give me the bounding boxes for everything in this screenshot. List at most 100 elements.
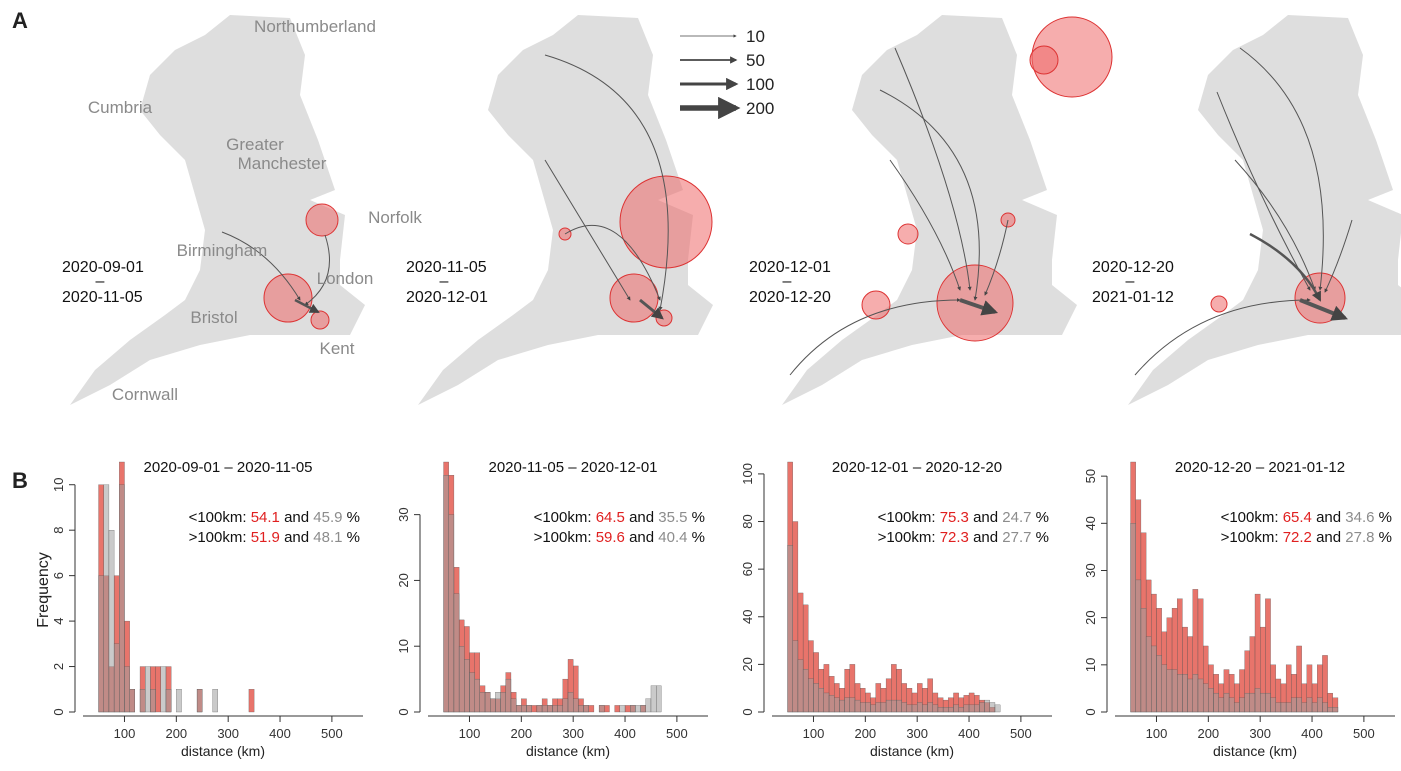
period-separator: – (96, 273, 105, 290)
period-end: 2021-01-12 (1092, 289, 1174, 306)
arrow (544, 54, 669, 311)
period-separator: – (440, 273, 449, 290)
x-tick-label: 500 (321, 726, 343, 741)
bar (1228, 697, 1235, 713)
bar (1140, 608, 1147, 713)
bar (1301, 702, 1308, 713)
legend-label: 100 (746, 75, 774, 94)
bar (490, 698, 496, 713)
bar (802, 668, 809, 713)
bar (1239, 697, 1245, 713)
x-tick-label: 400 (958, 726, 980, 741)
bar (604, 705, 610, 713)
bar (1327, 707, 1333, 713)
bar (808, 678, 814, 713)
bar (139, 689, 146, 713)
bar (1161, 664, 1168, 713)
annotation-joiner: and (284, 529, 309, 546)
chart-title: 2020-11-05 – 2020-12-01 (488, 459, 657, 476)
bar (624, 705, 631, 713)
bar (619, 705, 626, 713)
x-tick-label: 300 (217, 726, 239, 741)
x-axis-title: distance (km) (1213, 743, 1297, 759)
arrow (564, 224, 661, 301)
bar (145, 666, 151, 713)
y-tick-label: 0 (740, 708, 755, 715)
annotation: <100km: 54.1 and 45.9 % (189, 509, 360, 526)
annotation-joiner: and (973, 529, 998, 546)
period-end: 2020-12-20 (749, 289, 831, 306)
bar (98, 575, 104, 713)
annotation-a: 72.3 (940, 529, 969, 546)
bar (865, 702, 871, 713)
bar (1332, 707, 1339, 713)
arrow (1239, 47, 1324, 291)
region-label: London (317, 269, 374, 288)
bar (505, 678, 512, 713)
y-tick-label: 0 (1083, 708, 1098, 715)
annotation-suffix: % (1379, 529, 1392, 546)
annotation-suffix: % (1379, 509, 1392, 526)
y-tick-label: 10 (51, 477, 66, 491)
arrow (1134, 298, 1311, 376)
bar (1182, 674, 1188, 713)
chart-title: 2020-12-20 – 2021-01-12 (1175, 459, 1345, 476)
bar (1177, 674, 1183, 713)
bar (792, 640, 799, 713)
bar (787, 545, 793, 713)
bar (614, 705, 621, 713)
bar (124, 666, 130, 713)
annotation-joiner: and (629, 529, 654, 546)
region-label: Cumbria (88, 98, 153, 117)
period-separator: – (783, 273, 792, 290)
x-tick-label: 200 (1197, 726, 1219, 741)
histogram: 2020-12-01 – 2020-12-20 0 20 40 60 80 100 100 20… (740, 459, 1052, 759)
y-tick-label: 20 (1083, 610, 1098, 624)
y-tick-label: 2 (51, 663, 66, 670)
y-tick-label: 30 (396, 507, 411, 521)
panel-label: A (12, 8, 28, 33)
bar (1317, 697, 1323, 713)
bar (844, 697, 850, 713)
region-label: Norfolk (368, 208, 422, 227)
annotation-b: 45.9 (313, 509, 342, 526)
annotation-suffix: % (692, 509, 705, 526)
bar (917, 702, 923, 713)
y-tick-label: 20 (396, 573, 411, 587)
bar (1130, 523, 1136, 713)
bar (937, 707, 944, 713)
period-end: 2020-11-05 (62, 289, 143, 306)
annotation-prefix: >100km: (878, 529, 936, 546)
x-tick-label: 300 (562, 726, 584, 741)
period-start: 2020-09-01 (62, 259, 144, 276)
x-tick-label: 200 (165, 726, 187, 741)
bar (160, 666, 167, 713)
x-tick-label: 500 (1010, 726, 1032, 741)
annotation-a: 65.4 (1283, 509, 1312, 526)
arrow (889, 159, 961, 291)
annotation-prefix: <100km: (189, 509, 247, 526)
region-label: Birmingham (177, 241, 268, 260)
bar (1151, 645, 1157, 713)
x-tick-label: 400 (1301, 726, 1323, 741)
x-tick-label: 100 (1146, 726, 1168, 741)
bar (1322, 702, 1328, 713)
annotation-joiner: and (629, 509, 654, 526)
bar (906, 704, 913, 713)
bar (1234, 702, 1240, 713)
bar (474, 678, 481, 713)
y-tick-label: 100 (740, 463, 755, 485)
y-tick-label: 50 (1083, 469, 1098, 483)
y-tick-label: 10 (1083, 658, 1098, 672)
bar (479, 692, 486, 713)
bar (963, 704, 970, 713)
bar (176, 689, 182, 713)
bar (1208, 688, 1214, 713)
bar (859, 702, 866, 713)
annotation-joiner: and (1316, 509, 1341, 526)
annotation-a: 59.6 (596, 529, 625, 546)
bar (1254, 688, 1261, 713)
bar (1156, 655, 1162, 713)
bar (583, 705, 589, 713)
annotation-a: 51.9 (251, 529, 280, 546)
